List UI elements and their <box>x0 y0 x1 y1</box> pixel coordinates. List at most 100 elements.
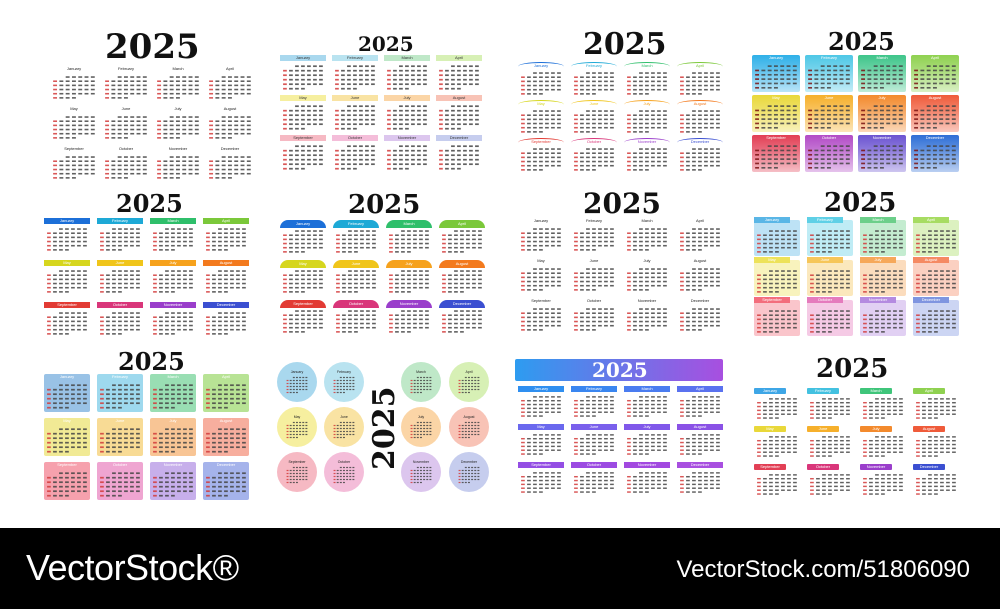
month-days <box>679 147 721 172</box>
month-day-grid <box>458 466 480 484</box>
month-title: February <box>111 374 128 379</box>
month-days <box>915 435 957 458</box>
month-day-grid <box>100 428 140 453</box>
month-day-grid <box>810 474 850 495</box>
month-day-grid <box>574 434 614 455</box>
month-title: January <box>280 220 326 228</box>
month-days <box>756 309 798 334</box>
month-day-grid <box>333 466 355 484</box>
month-days <box>520 433 562 456</box>
month-october: October <box>571 298 617 334</box>
month-september: September <box>277 452 317 492</box>
month-january: January <box>754 388 800 422</box>
month-may: May <box>44 260 90 296</box>
month-days <box>626 227 668 252</box>
month-day-grid <box>286 376 308 394</box>
month-days <box>104 115 148 140</box>
month-day-grid <box>47 228 87 251</box>
month-day-grid <box>574 110 614 133</box>
month-november: November <box>624 462 670 496</box>
month-title: February <box>820 55 837 60</box>
month-day-grid <box>521 434 561 455</box>
month-day-grid <box>439 65 479 90</box>
month-may: May <box>518 258 564 294</box>
year-heading-vertical: 2025 <box>367 386 402 471</box>
year-banner <box>515 359 723 381</box>
month-days <box>208 75 252 100</box>
month-title: July <box>878 95 886 100</box>
month-days <box>46 269 88 294</box>
month-title: June <box>589 258 599 263</box>
month-day-grid <box>757 398 797 419</box>
month-title: July <box>624 424 670 430</box>
month-days <box>333 466 355 484</box>
month-title: January <box>44 218 90 224</box>
month-may: May <box>280 95 326 133</box>
month-day-grid <box>521 308 561 331</box>
month-days <box>286 376 308 394</box>
month-days <box>679 433 721 456</box>
month-title: January <box>518 386 564 392</box>
month-december: December <box>449 452 489 492</box>
month-day-grid <box>157 76 199 99</box>
month-title: November <box>384 135 430 141</box>
month-march: March <box>401 362 441 402</box>
month-title: September <box>754 464 786 470</box>
month-may: May <box>518 424 564 458</box>
month-day-grid <box>574 148 614 171</box>
month-july: July <box>154 106 202 142</box>
month-title: September <box>754 297 790 303</box>
month-day-grid <box>810 270 850 293</box>
month-days <box>152 227 194 252</box>
month-title: April <box>439 220 485 228</box>
month-days <box>99 471 141 498</box>
month-title: December <box>220 146 240 151</box>
month-day-grid <box>153 312 193 335</box>
month-days <box>334 64 376 91</box>
month-day-grid <box>521 268 561 291</box>
month-title: April <box>677 62 723 71</box>
month-title: December <box>913 297 949 303</box>
month-february: February <box>97 374 143 412</box>
year-heading: 2025 <box>118 347 185 376</box>
month-day-grid <box>574 308 614 331</box>
month-day-grid <box>209 116 251 139</box>
month-days <box>438 144 480 171</box>
month-days <box>679 395 721 418</box>
month-day-grid <box>206 384 246 409</box>
month-title: January <box>754 217 790 223</box>
month-title: June <box>97 260 143 266</box>
month-title: July <box>150 260 196 266</box>
month-title: January <box>290 370 304 374</box>
year-heading: 2025 <box>116 189 183 218</box>
month-day-grid <box>335 105 375 130</box>
month-day-grid <box>627 396 667 417</box>
month-august: August <box>439 260 485 296</box>
month-day-grid <box>861 145 903 169</box>
month-days <box>388 269 430 294</box>
month-title: July <box>624 100 670 109</box>
month-title: May <box>518 100 564 109</box>
month-days <box>438 64 480 91</box>
month-september: September <box>518 138 564 174</box>
month-title: May <box>44 260 90 266</box>
month-title: August <box>693 258 707 263</box>
month-days <box>286 421 308 439</box>
month-december: December <box>913 297 959 336</box>
month-title: September <box>518 462 564 468</box>
month-days <box>205 269 247 294</box>
month-november: November <box>386 300 432 336</box>
month-april: April <box>203 374 249 412</box>
month-october: October <box>102 146 150 182</box>
month-title: August <box>677 424 723 430</box>
calendar-collection-canvas: 2025 January February March April May June July… <box>44 30 959 500</box>
month-days <box>679 471 721 494</box>
month-days <box>388 229 430 254</box>
month-day-grid <box>863 270 903 293</box>
month-title: November <box>412 460 430 464</box>
month-march: March <box>384 55 430 93</box>
month-title: June <box>571 100 617 109</box>
month-title: January <box>59 374 75 379</box>
month-days <box>104 75 148 100</box>
month-january: January <box>280 220 326 256</box>
